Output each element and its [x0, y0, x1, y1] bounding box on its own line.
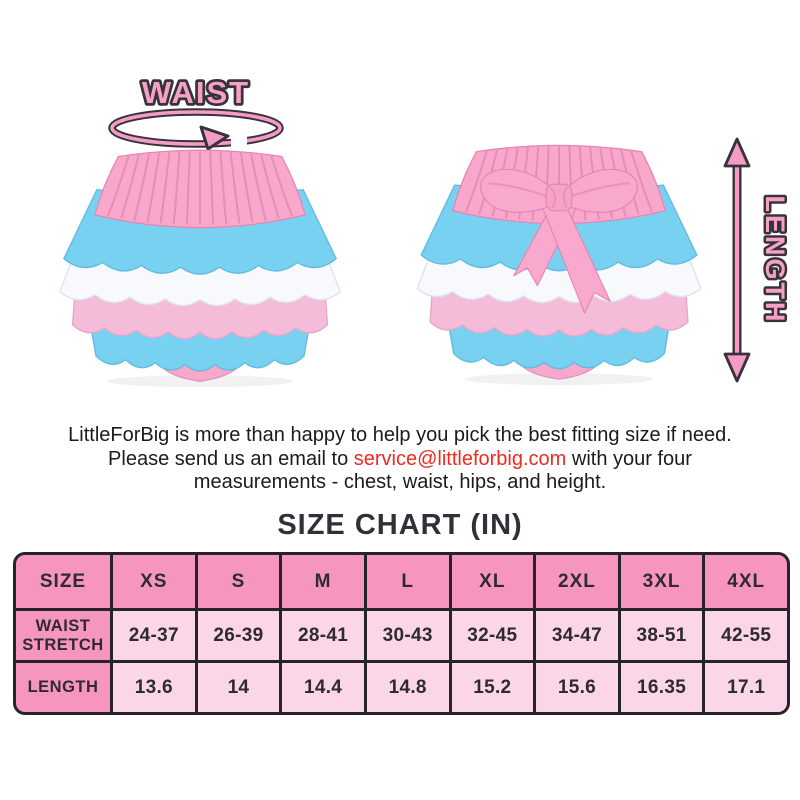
size-chart-cell-length-l: 14.8 [366, 663, 449, 712]
bow-loop-right [560, 168, 638, 213]
waist-annotation: WAIST [108, 72, 284, 151]
size-chart-col-header-2xl: 2XL [536, 555, 618, 608]
fitting-note-line-2-after: with your four [566, 447, 692, 470]
waist-arrow-gap [231, 131, 247, 150]
size-chart-table: SIZE XS S M L XL 2XL 3XL 4XL WAIST STRETCH 24-37 26… [13, 552, 790, 715]
size-chart-cell-waist-stretch-m: 28-41 [282, 611, 364, 660]
size-chart-row-label-length: LENGTH [16, 663, 110, 712]
size-chart-col-header-m: M [282, 555, 364, 608]
bow-knot [545, 183, 573, 212]
fitting-note-line-2: Please send us an email to service@littl… [0, 448, 800, 472]
satin-bow [480, 168, 638, 314]
length-arrowhead-down-icon [723, 352, 751, 383]
size-chart-col-header-xl: XL [451, 555, 534, 608]
size-chart-col-header-size: SIZE [16, 555, 110, 608]
size-chart-cell-length-2xl: 15.6 [536, 663, 618, 712]
fitting-note-line-2-before: Please send us an email to [108, 447, 354, 470]
length-label: LENGTH [760, 196, 790, 325]
size-chart-cell-waist-stretch-3xl: 38-51 [620, 611, 703, 660]
support-email: service@littleforbig.com [353, 447, 567, 470]
tutu-bloomer-back-photo [416, 144, 702, 386]
size-chart-cell-waist-stretch-l: 30-43 [366, 611, 449, 660]
size-chart-col-header-s: S [197, 555, 280, 608]
waist-label: WAIST [142, 75, 250, 110]
length-arrow [723, 137, 751, 383]
fitting-note-line-1: LittleForBig is more than happy to help … [68, 424, 732, 446]
size-chart-cell-waist-stretch-xs: 24-37 [113, 611, 195, 660]
fitting-note: LittleForBig is more than happy to help … [0, 424, 800, 495]
size-chart-cell-waist-stretch-2xl: 34-47 [536, 611, 618, 660]
size-chart-cell-length-xl: 15.2 [451, 663, 534, 712]
size-chart-col-header-3xl: 3XL [620, 555, 703, 608]
length-arrowhead-up-icon [723, 137, 751, 168]
waistband-gathers [107, 151, 293, 226]
tutu-bloomer-front-photo [59, 149, 341, 388]
size-chart-row-label-waist-stretch: WAIST STRETCH [16, 611, 110, 660]
size-chart-col-header-xs: XS [113, 555, 195, 608]
size-chart-cell-length-s: 14 [197, 663, 280, 712]
size-chart-title: SIZE CHART (IN) [277, 509, 523, 541]
bow-loop-left [480, 168, 558, 213]
size-chart-cell-length-xs: 13.6 [113, 663, 195, 712]
size-chart-col-header-4xl: 4XL [705, 555, 787, 608]
size-chart-cell-waist-stretch-s: 26-39 [197, 611, 280, 660]
bow-knot-creases [550, 186, 568, 209]
size-chart-cell-length-m: 14.4 [282, 663, 364, 712]
bow-loop-creases [488, 182, 630, 198]
waist-arrow-ellipse [110, 110, 282, 146]
waist-arrowhead-icon [199, 125, 230, 151]
size-chart-col-header-l: L [366, 555, 449, 608]
size-chart-cell-length-3xl: 16.35 [620, 663, 703, 712]
size-chart-cell-length-4xl: 17.1 [705, 663, 787, 712]
fitting-note-line-3: measurements - chest, waist, hips, and h… [193, 471, 607, 493]
size-chart-cell-waist-stretch-4xl: 42-55 [705, 611, 787, 660]
size-chart-cell-waist-stretch-xl: 32-45 [451, 611, 534, 660]
waist-arrow [108, 108, 284, 151]
length-annotation: LENGTH [723, 137, 792, 383]
